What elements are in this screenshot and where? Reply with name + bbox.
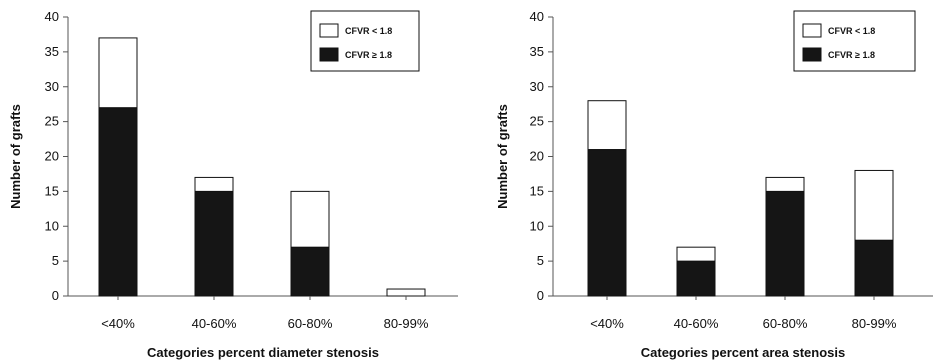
bar-cfvr-lt-1-8-3 (290, 190, 330, 248)
bar-cfvr-lt-1-8-3 (765, 176, 805, 192)
y-tick-label: 25 (45, 114, 59, 129)
bar-cfvr-ge-1-8-3 (290, 246, 330, 297)
bar-cfvr-lt-1-8-2 (676, 246, 716, 262)
legend-swatch-cfvr-lt-1-8 (319, 23, 339, 38)
legend-swatch-cfvr-ge-1-8 (319, 47, 339, 62)
x-category-label: 80-99% (852, 316, 897, 331)
legend-label-cfvr-ge-1-8: CFVR ≥ 1.8 (828, 50, 875, 60)
legend-label-cfvr-lt-1-8: CFVR < 1.8 (828, 26, 875, 36)
y-tick-label: 5 (52, 253, 59, 268)
chart-panel-2: 0 5 10 15 20 25 30 35 40 <40% 40-60% 60-80% 80-99% Ca… (495, 9, 933, 360)
chart-panel-1: 0 5 10 15 20 25 30 35 40 <40% 40-60% 60-80% 80-99% Ca… (8, 9, 458, 360)
x-category-label: 40-60% (674, 316, 719, 331)
bar-cfvr-ge-1-8-1 (587, 149, 627, 297)
legend: CFVR < 1.8 CFVR ≥ 1.8 (793, 10, 916, 72)
legend-swatch-cfvr-lt-1-8 (802, 23, 822, 38)
y-tick-label: 0 (537, 288, 544, 303)
y-tick-label: 5 (537, 253, 544, 268)
y-tick-label: 0 (52, 288, 59, 303)
x-category-label: <40% (590, 316, 624, 331)
y-axis-title: Number of grafts (8, 104, 23, 209)
y-tick-label: 40 (530, 9, 544, 24)
bar-cfvr-ge-1-8-4 (854, 239, 894, 297)
y-tick-label: 30 (45, 79, 59, 94)
legend-box (793, 10, 916, 72)
y-tick-label: 25 (530, 114, 544, 129)
y-tick-label: 35 (45, 44, 59, 59)
y-tick-label: 10 (530, 218, 544, 233)
legend-label-cfvr-ge-1-8: CFVR ≥ 1.8 (345, 50, 392, 60)
y-tick-label: 15 (45, 183, 59, 198)
y-tick-label: 20 (530, 149, 544, 164)
y-tick-label: 20 (45, 149, 59, 164)
x-category-label: 60-80% (288, 316, 333, 331)
x-category-label: 80-99% (384, 316, 429, 331)
bar-cfvr-lt-1-8-4 (386, 288, 426, 297)
bar-cfvr-ge-1-8-1 (98, 107, 138, 297)
x-axis-title: Categories percent area stenosis (641, 345, 845, 360)
y-axis-title: Number of grafts (495, 104, 510, 209)
y-tick-label: 10 (45, 218, 59, 233)
y-tick-label: 15 (530, 183, 544, 198)
y-tick-label: 30 (530, 79, 544, 94)
legend-swatch-cfvr-ge-1-8 (802, 47, 822, 62)
bar-cfvr-ge-1-8-3 (765, 190, 805, 297)
bar-cfvr-lt-1-8-2 (194, 176, 234, 192)
bar-cfvr-ge-1-8-2 (194, 190, 234, 297)
bar-cfvr-lt-1-8-1 (98, 37, 138, 109)
y-tick-label: 40 (45, 9, 59, 24)
y-tick-label: 35 (530, 44, 544, 59)
legend: CFVR < 1.8 CFVR ≥ 1.8 (310, 10, 420, 72)
legend-label-cfvr-lt-1-8: CFVR < 1.8 (345, 26, 392, 36)
x-category-label: 40-60% (192, 316, 237, 331)
x-category-label: 60-80% (763, 316, 808, 331)
x-axis-title: Categories percent diameter stenosis (147, 345, 379, 360)
x-category-label: <40% (101, 316, 135, 331)
bar-cfvr-ge-1-8-2 (676, 260, 716, 297)
bar-cfvr-lt-1-8-1 (587, 100, 627, 151)
bar-cfvr-lt-1-8-4 (854, 169, 894, 241)
legend-box (310, 10, 420, 72)
